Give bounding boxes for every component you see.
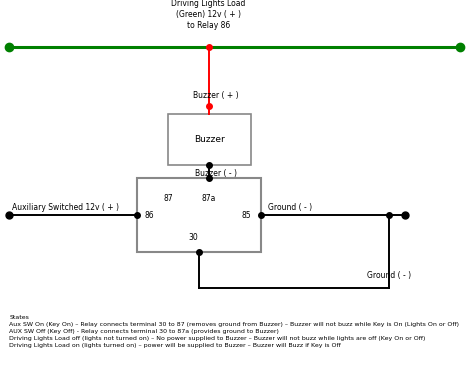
Text: Buzzer ( - ): Buzzer ( - ) xyxy=(195,169,237,178)
Text: 86: 86 xyxy=(145,211,155,219)
Text: 87: 87 xyxy=(164,194,173,203)
Text: States
Aux SW On (Key On) – Relay connects terminal 30 to 87 (removes ground fro: States Aux SW On (Key On) – Relay connec… xyxy=(9,315,459,348)
Text: Ground ( - ): Ground ( - ) xyxy=(367,271,411,280)
Text: Buzzer: Buzzer xyxy=(194,135,225,144)
Text: 87a: 87a xyxy=(202,194,216,203)
Bar xyxy=(168,114,251,165)
Text: Auxiliary Switched 12v ( + ): Auxiliary Switched 12v ( + ) xyxy=(12,203,119,212)
Text: Driving Lights Load
(Green) 12v ( + )
to Relay 86: Driving Lights Load (Green) 12v ( + ) to… xyxy=(172,0,246,30)
Bar xyxy=(137,178,261,252)
Text: Buzzer ( + ): Buzzer ( + ) xyxy=(193,91,238,100)
Text: 85: 85 xyxy=(241,211,251,219)
Text: 30: 30 xyxy=(188,233,198,242)
Text: Ground ( - ): Ground ( - ) xyxy=(268,203,312,212)
